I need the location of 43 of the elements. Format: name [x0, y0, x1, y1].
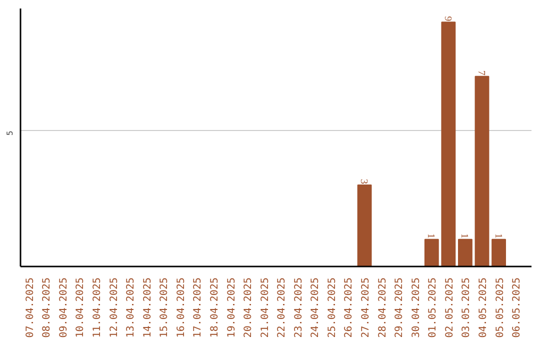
x-tick-label: 10.04.2025 [75, 277, 86, 338]
data-label: 1 [425, 233, 436, 238]
bar [357, 184, 372, 266]
x-tick-label: 14.04.2025 [142, 277, 154, 338]
x-tick-label: 23.04.2025 [293, 277, 304, 338]
x-tick-label: 04.05.2025 [478, 277, 489, 338]
x-tick-label: 19.04.2025 [226, 277, 238, 338]
x-tick-label: 05.05.2025 [494, 277, 506, 338]
x-tick-label: 30.04.2025 [410, 277, 422, 338]
x-tick-label: 26.04.2025 [344, 277, 355, 338]
x-tick-label: 24.04.2025 [310, 277, 322, 338]
x-tick-label: 27.04.2025 [360, 277, 372, 338]
data-label: 7 [475, 70, 486, 76]
x-tick-label: 18.04.2025 [209, 277, 220, 338]
bar [492, 238, 506, 266]
x-tick-label: 17.04.2025 [192, 277, 204, 338]
x-tick-label: 25.04.2025 [326, 277, 338, 338]
data-label: 3 [358, 179, 370, 184]
x-tick-label: 21.04.2025 [260, 277, 271, 338]
data-label: 1 [492, 233, 504, 238]
x-tick-label: 20.04.2025 [243, 277, 254, 338]
x-tick-label: 02.05.2025 [444, 277, 456, 338]
bar [458, 238, 472, 266]
data-label: 9 [442, 16, 453, 22]
bar [441, 22, 456, 266]
x-tick-label: 22.04.2025 [276, 277, 288, 338]
x-tick-label: 03.05.2025 [461, 277, 472, 338]
x-tick-label: 07.04.2025 [24, 277, 36, 338]
bar [424, 238, 439, 266]
x-tick-label: 08.04.2025 [42, 277, 53, 338]
x-tick-label: 12.04.2025 [108, 277, 120, 338]
x-tick-label: 09.04.2025 [58, 277, 70, 338]
x-tick-label: 16.04.2025 [176, 277, 187, 338]
y-tick-label: 5 [6, 130, 14, 136]
x-tick-label: 01.05.2025 [428, 277, 439, 338]
data-label: 1 [458, 233, 470, 238]
x-tick-label: 28.04.2025 [377, 277, 388, 338]
x-tick-label: 29.04.2025 [394, 277, 406, 338]
x-tick-label: 06.05.2025 [512, 277, 523, 338]
x-tick-label: 15.04.2025 [159, 277, 170, 338]
bar [474, 76, 490, 266]
x-tick-label: 13.04.2025 [126, 277, 137, 338]
x-tick-label: 11.04.2025 [92, 277, 104, 338]
